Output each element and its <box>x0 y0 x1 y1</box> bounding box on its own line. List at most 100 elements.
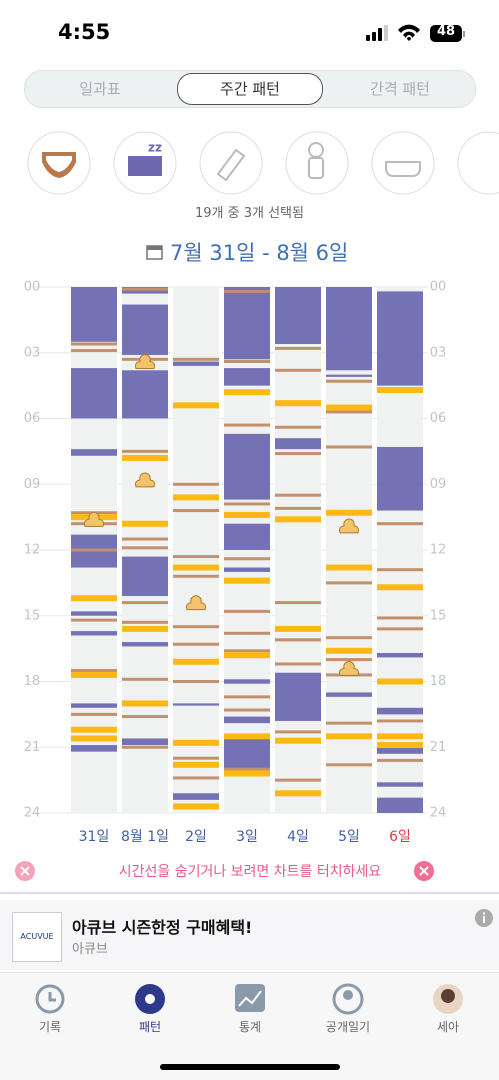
hour-label: 00 <box>24 280 41 295</box>
sleep-block <box>326 692 372 697</box>
feed-mark <box>71 726 117 733</box>
diaper-mark <box>326 721 372 725</box>
date-range[interactable]: 7월 31일 - 8월 6일 <box>170 241 349 265</box>
feed-mark <box>275 625 321 632</box>
close-button[interactable] <box>413 860 435 882</box>
diaper-mark <box>173 756 219 760</box>
diaper-mark <box>224 289 270 293</box>
hour-label: 03 <box>24 345 41 360</box>
sleep-block <box>224 287 270 360</box>
day-label: 2일 <box>185 829 207 845</box>
feed-mark <box>224 389 270 396</box>
feed-mark <box>122 625 168 632</box>
sleep-block <box>377 291 423 386</box>
hour-label: 00 <box>430 280 447 295</box>
tab[interactable]: 간격 패턴 <box>370 80 430 98</box>
sleep-block <box>122 556 168 597</box>
diaper-mark <box>173 574 219 578</box>
feed-mark <box>275 400 321 407</box>
diaper-mark <box>173 509 219 513</box>
nav-icon[interactable] <box>35 984 65 1014</box>
diaper-mark <box>122 537 168 541</box>
diaper-mark <box>326 379 372 383</box>
feed-mark <box>326 404 372 411</box>
hour-label: 03 <box>430 345 447 360</box>
sleep-block <box>122 370 168 419</box>
sleep-block <box>173 793 219 800</box>
ad-info[interactable] <box>474 908 494 928</box>
sleep-block <box>71 745 117 752</box>
diaper-mark <box>224 708 270 712</box>
feed-mark <box>173 564 219 571</box>
diaper-mark <box>377 627 423 631</box>
diaper-mark <box>275 452 321 456</box>
nav-icon[interactable] <box>433 984 463 1014</box>
ad-banner[interactable] <box>0 900 499 970</box>
diaper-mark <box>224 695 270 699</box>
feed-mark <box>326 509 372 516</box>
nav-icon[interactable] <box>235 984 265 1012</box>
nav-label[interactable]: 기록 <box>38 1020 62 1034</box>
feed-mark <box>377 742 423 749</box>
feed-mark <box>173 761 219 768</box>
bottle-icon[interactable] <box>199 131 263 195</box>
feed-mark <box>122 454 168 461</box>
sleep-block <box>71 287 117 342</box>
hour-label: 12 <box>24 543 41 558</box>
sleep-block <box>377 446 423 511</box>
nav-label[interactable]: 패턴 <box>138 1020 162 1034</box>
sleep-block <box>377 747 423 754</box>
diaper-mark <box>71 712 117 716</box>
day-label: 31일 <box>79 829 110 845</box>
home-indicator <box>160 1064 340 1070</box>
more-icon[interactable] <box>457 131 499 195</box>
diaper-mark <box>224 360 270 364</box>
diaper-mark <box>275 601 321 605</box>
sleep-block <box>224 523 270 550</box>
tab-active[interactable]: 주간 패턴 <box>177 73 323 105</box>
nav-label[interactable]: 공개일기 <box>325 1020 371 1034</box>
nav-icon[interactable] <box>332 983 364 1015</box>
calendar-icon <box>146 245 163 260</box>
nav-icon[interactable] <box>135 984 165 1014</box>
feed-mark <box>173 494 219 501</box>
diaper-mark <box>326 763 372 767</box>
bath-icon[interactable] <box>371 131 435 195</box>
poop-icon <box>186 595 206 611</box>
sleep-block <box>326 374 372 377</box>
nav-icons <box>35 983 463 1015</box>
feed-mark <box>275 737 321 744</box>
hour-label: 12 <box>430 543 447 558</box>
diaper-mark <box>122 601 168 605</box>
feed-mark <box>71 735 117 742</box>
sleep-block <box>224 433 270 500</box>
sleep-block <box>122 304 168 355</box>
hour-label: 18 <box>24 674 41 689</box>
tab[interactable]: 일과표 <box>79 80 121 98</box>
nav-label[interactable]: 세아 <box>436 1020 460 1034</box>
hour-label: 24 <box>24 806 41 821</box>
pump-icon[interactable] <box>285 131 349 195</box>
day-column <box>326 287 372 813</box>
nav-label[interactable]: 통계 <box>238 1020 262 1034</box>
diaper-mark <box>377 522 423 526</box>
sleep-icon[interactable]: zz <box>113 131 177 195</box>
ad-brand: 아큐브 <box>72 942 108 957</box>
sleep-block <box>122 642 168 647</box>
hour-label: 18 <box>430 674 447 689</box>
diaper-mark <box>173 555 219 559</box>
svg-text:zz: zz <box>148 141 162 155</box>
feed-mark <box>122 700 168 707</box>
close-button[interactable] <box>14 860 36 882</box>
feed-mark <box>326 564 372 571</box>
feed-mark <box>71 595 117 602</box>
poop-icon <box>339 660 359 676</box>
feed-mark <box>377 678 423 685</box>
weekly-pattern-chart[interactable]: 00 00 03 03 06 06 09 09 12 12 15 15 18 18 21 21 24 24 31일 8… <box>0 270 499 850</box>
diaper-icon[interactable] <box>27 131 91 195</box>
diaper-mark <box>275 778 321 782</box>
diaper-mark <box>326 410 372 414</box>
sleep-block <box>224 734 270 770</box>
diaper-mark <box>326 658 372 662</box>
